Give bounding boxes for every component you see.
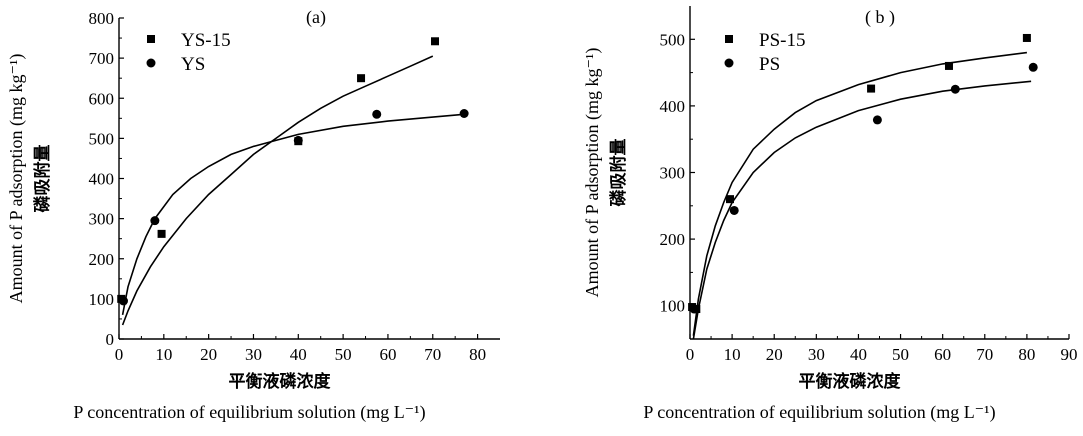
x-axis-label-en: P concentration of equilibrium solution … (73, 402, 425, 423)
fit-curve-ps (692, 80, 1032, 340)
fit-curve-ys-15 (121, 55, 434, 326)
x-tick-label: 40 (290, 345, 307, 364)
y-tick-label: 200 (89, 250, 115, 269)
x-tick-label: 10 (724, 345, 741, 364)
y-axis-label-en: Amount of P adsorption (mg kg⁻¹) (582, 48, 603, 298)
x-tick-label: 30 (808, 345, 825, 364)
x-tick-label: 0 (686, 345, 695, 364)
x-tick-label: 70 (976, 345, 993, 364)
legend-marker-square (147, 35, 155, 43)
legend-label: PS-15 (759, 30, 805, 51)
y-tick-label: 0 (106, 330, 115, 349)
x-tick-label: 70 (424, 345, 441, 364)
y-tick-label: 700 (89, 49, 115, 68)
y-tick-label: 100 (89, 290, 115, 309)
x-axis-label-en: P concentration of equilibrium solution … (643, 402, 995, 423)
data-point-ps (689, 304, 699, 314)
panel-label: ( b ) (865, 7, 895, 28)
x-tick-label: 20 (766, 345, 783, 364)
x-tick-label: 20 (200, 345, 217, 364)
x-tick-label: 60 (934, 345, 951, 364)
y-axis-label-cn: 磷吸附量 (608, 139, 629, 207)
y-tick-label: 400 (89, 170, 115, 189)
y-tick-label: 500 (89, 129, 115, 148)
data-point-ps (950, 84, 960, 94)
data-point-ys (150, 216, 160, 226)
data-point-ps (1028, 62, 1038, 72)
x-tick-label: 0 (115, 345, 124, 364)
y-tick-label: 300 (89, 210, 115, 229)
legend-marker-square (725, 35, 733, 43)
y-tick-label: 100 (660, 297, 686, 316)
data-point-ys (293, 135, 303, 145)
legend: YS-15 YS (146, 30, 231, 75)
x-tick-label: 50 (892, 345, 909, 364)
y-tick-label: 800 (89, 9, 115, 28)
panel-label: (a) (306, 7, 326, 28)
legend-label: YS (181, 54, 205, 75)
y-axis-label-en: Amount of P adsorption (mg kg⁻¹) (6, 54, 27, 304)
data-point-ys-15 (157, 229, 166, 238)
y-tick-label: 600 (89, 89, 115, 108)
data-point-ps-15 (867, 84, 876, 93)
fit-curve-ys (121, 113, 465, 316)
legend-marker-circle (724, 58, 734, 68)
legend: PS-15 PS (724, 30, 805, 75)
x-tick-label: 60 (379, 345, 396, 364)
data-point-ps-15 (1022, 33, 1031, 42)
x-tick-label: 10 (155, 345, 172, 364)
x-tick-label: 50 (335, 345, 352, 364)
data-point-ys (118, 296, 128, 306)
y-tick-label: 400 (660, 97, 686, 116)
x-axis-label-cn: 平衡液磷浓度 (799, 371, 902, 392)
data-point-ps (872, 115, 882, 125)
x-tick-label: 80 (469, 345, 486, 364)
legend-label: YS-15 (181, 30, 231, 51)
y-axis-label-cn: 磷吸附量 (32, 145, 53, 213)
y-tick-label: 500 (660, 30, 686, 49)
x-tick-label: 30 (245, 345, 262, 364)
x-tick-label: 40 (850, 345, 867, 364)
data-point-ps-15 (944, 61, 953, 70)
legend-label: PS (759, 54, 780, 75)
y-tick-label: 200 (660, 230, 686, 249)
legend-marker-circle (146, 58, 156, 68)
data-point-ys (372, 109, 382, 119)
data-point-ps (729, 205, 739, 215)
data-point-ps-15 (726, 195, 735, 204)
data-point-ys-15 (431, 37, 440, 46)
chart-panel-a: 0 100 200 300 400 500 600 700 800 0 10 20 30 40 50 60 70… (6, 7, 500, 423)
fit-curve-ps-15 (692, 51, 1027, 336)
data-point-ys (459, 108, 469, 118)
y-tick-label: 300 (660, 164, 686, 183)
x-axis-label-cn: 平衡液磷浓度 (229, 371, 332, 392)
x-tick-label: 90 (1061, 345, 1078, 364)
x-tick-label: 80 (1018, 345, 1035, 364)
data-point-ys-15 (357, 74, 366, 83)
